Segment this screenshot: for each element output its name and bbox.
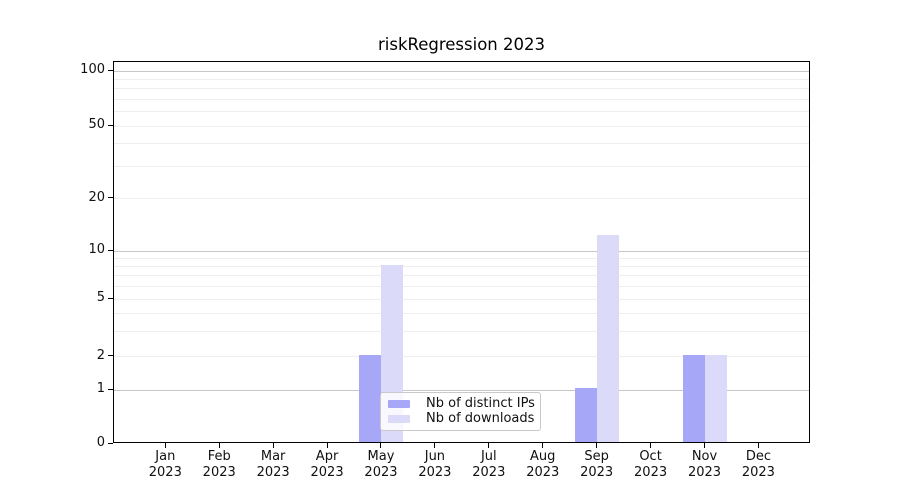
legend-entry-distinct-ips: Nb of distinct IPs [388,395,535,411]
x-tick-month: Mar [260,449,286,464]
x-tick-month: May [367,449,395,464]
chart-title: riskRegression 2023 [377,35,545,54]
x-tick-year: 2023 [526,465,560,480]
minor-gridline [114,257,809,259]
legend: Nb of distinct IPs Nb of downloads [380,392,541,431]
y-tick-mark [108,124,113,126]
x-tick-mark [596,443,598,448]
x-tick-label: Dec 2023 [726,449,790,481]
x-tick-month: Jul [480,449,497,464]
y-tick-mark [108,442,113,444]
x-tick-year: 2023 [202,465,236,480]
x-tick-mark [326,443,328,448]
x-tick-mark [488,443,490,448]
minor-gridline [114,330,809,332]
x-tick-mark [164,443,166,448]
x-tick-year: 2023 [634,465,668,480]
x-tick-month: Jan [155,449,176,464]
minor-gridline [114,198,809,200]
y-tick-label: 20 [88,189,105,205]
minor-gridline [114,78,809,80]
minor-gridline [114,266,809,268]
legend-swatch-distinct-ips [388,399,410,408]
minor-gridline [114,125,809,127]
minor-gridline [114,286,809,288]
x-tick-label: Feb 2023 [187,449,251,481]
x-tick-month: Dec [745,449,771,464]
bar-downloads [596,235,619,442]
x-tick-month: Sep [584,449,609,464]
x-tick-label: Jan 2023 [133,449,197,481]
x-tick-mark [380,443,382,448]
x-tick-mark [272,443,274,448]
minor-gridline [114,166,809,168]
x-tick-month: Nov [691,449,718,464]
minor-gridline [114,98,809,100]
y-tick-label: 2 [96,347,105,363]
y-tick-mark [108,249,113,251]
x-tick-label: May 2023 [349,449,413,481]
y-tick-mark [108,197,113,199]
major-gridline [114,389,809,391]
x-tick-year: 2023 [148,465,182,480]
y-tick-label: 50 [88,117,105,133]
x-tick-month: Jun [424,449,446,464]
x-tick-label: Jul 2023 [457,449,521,481]
minor-gridline [114,275,809,277]
x-tick-year: 2023 [364,465,398,480]
x-tick-mark [542,443,544,448]
x-tick-year: 2023 [472,465,506,480]
x-tick-label: Nov 2023 [673,449,737,481]
x-tick-month: Apr [315,449,339,464]
x-tick-year: 2023 [687,465,722,480]
x-tick-label: Oct 2023 [619,449,683,481]
x-tick-label: Aug 2023 [511,449,575,481]
legend-swatch-downloads [388,415,410,424]
y-tick-mark [108,69,113,71]
bar-distinct-ips [358,354,381,442]
minor-gridline [114,298,809,300]
legend-label-downloads: Nb of downloads [426,411,535,427]
x-tick-label: Jun 2023 [403,449,467,481]
y-tick-label: 0 [96,435,105,450]
x-tick-month: Feb [207,449,231,464]
x-tick-label: Sep 2023 [565,449,629,481]
y-tick-label: 1 [96,381,105,397]
y-tick-mark [108,355,113,357]
bar-distinct-ips [574,388,597,442]
legend-label-distinct-ips: Nb of distinct IPs [426,395,535,411]
bar-downloads [704,354,727,442]
x-tick-mark [757,443,759,448]
legend-entry-downloads: Nb of downloads [388,411,535,427]
x-tick-year: 2023 [256,465,290,480]
y-tick-label: 10 [88,242,105,257]
x-tick-mark [434,443,436,448]
y-tick-mark [108,388,113,390]
x-tick-mark [650,443,652,448]
x-tick-month: Oct [639,449,662,464]
minor-gridline [114,88,809,90]
x-tick-year: 2023 [741,465,775,480]
x-tick-mark [218,443,220,448]
bar-distinct-ips [682,354,705,442]
x-tick-label: Apr 2023 [295,449,359,481]
minor-gridline [114,143,809,145]
minor-gridline [114,356,809,358]
y-tick-mark [108,297,113,299]
major-gridline [114,250,809,252]
plot-area [113,61,810,443]
y-tick-label: 5 [96,290,105,306]
minor-gridline [114,111,809,113]
x-tick-year: 2023 [310,465,344,480]
minor-gridline [114,312,809,314]
x-tick-year: 2023 [580,465,614,480]
x-tick-year: 2023 [418,465,452,480]
y-tick-label: 100 [80,62,105,77]
x-tick-label: Mar 2023 [241,449,305,481]
x-tick-month: Aug [530,449,556,464]
major-gridline [114,70,809,72]
x-tick-mark [704,443,705,448]
